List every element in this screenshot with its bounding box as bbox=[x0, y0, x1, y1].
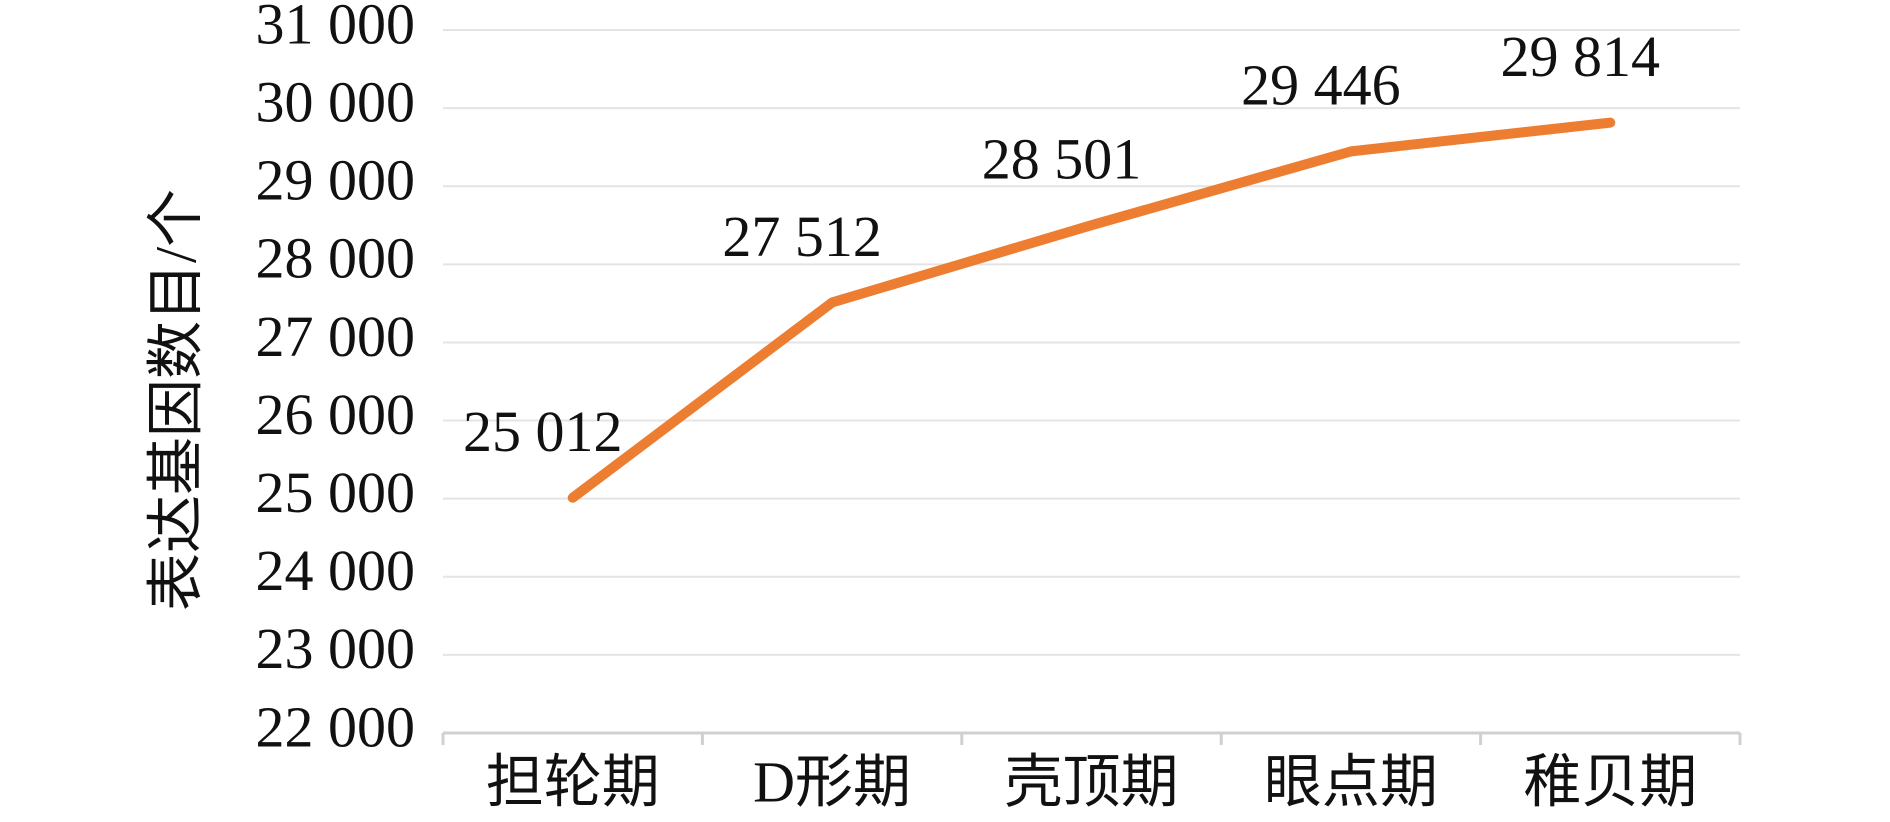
y-tick-label: 25 000 bbox=[256, 460, 416, 525]
data-label: 25 012 bbox=[463, 399, 623, 464]
y-tick-label: 22 000 bbox=[256, 694, 416, 759]
line bbox=[567, 117, 1616, 503]
y-tick-label: 31 000 bbox=[256, 0, 416, 56]
y-tick-label: 23 000 bbox=[256, 616, 416, 681]
y-tick-label: 30 000 bbox=[256, 69, 416, 134]
data-label: 29 446 bbox=[1241, 53, 1401, 118]
data-label: 27 512 bbox=[722, 204, 882, 269]
data-label: 28 501 bbox=[982, 127, 1142, 192]
data-label: 29 814 bbox=[1501, 24, 1661, 89]
x-tick-label: 稚贝期 bbox=[1523, 749, 1697, 814]
y-tick-label: 28 000 bbox=[256, 226, 416, 291]
y-tick-label: 29 000 bbox=[256, 148, 416, 213]
y-tick-label: 24 000 bbox=[256, 538, 416, 603]
y-tick-label: 26 000 bbox=[256, 382, 416, 447]
x-tick-label: 眼点期 bbox=[1264, 749, 1438, 814]
x-tick-label: 壳顶期 bbox=[1004, 749, 1178, 814]
x-tick-label: 担轮期 bbox=[486, 749, 660, 814]
x-tick-label: D形期 bbox=[753, 749, 911, 814]
y-axis-label: 表达基因数目/个 bbox=[143, 189, 208, 611]
y-tick-label: 27 000 bbox=[256, 304, 416, 369]
